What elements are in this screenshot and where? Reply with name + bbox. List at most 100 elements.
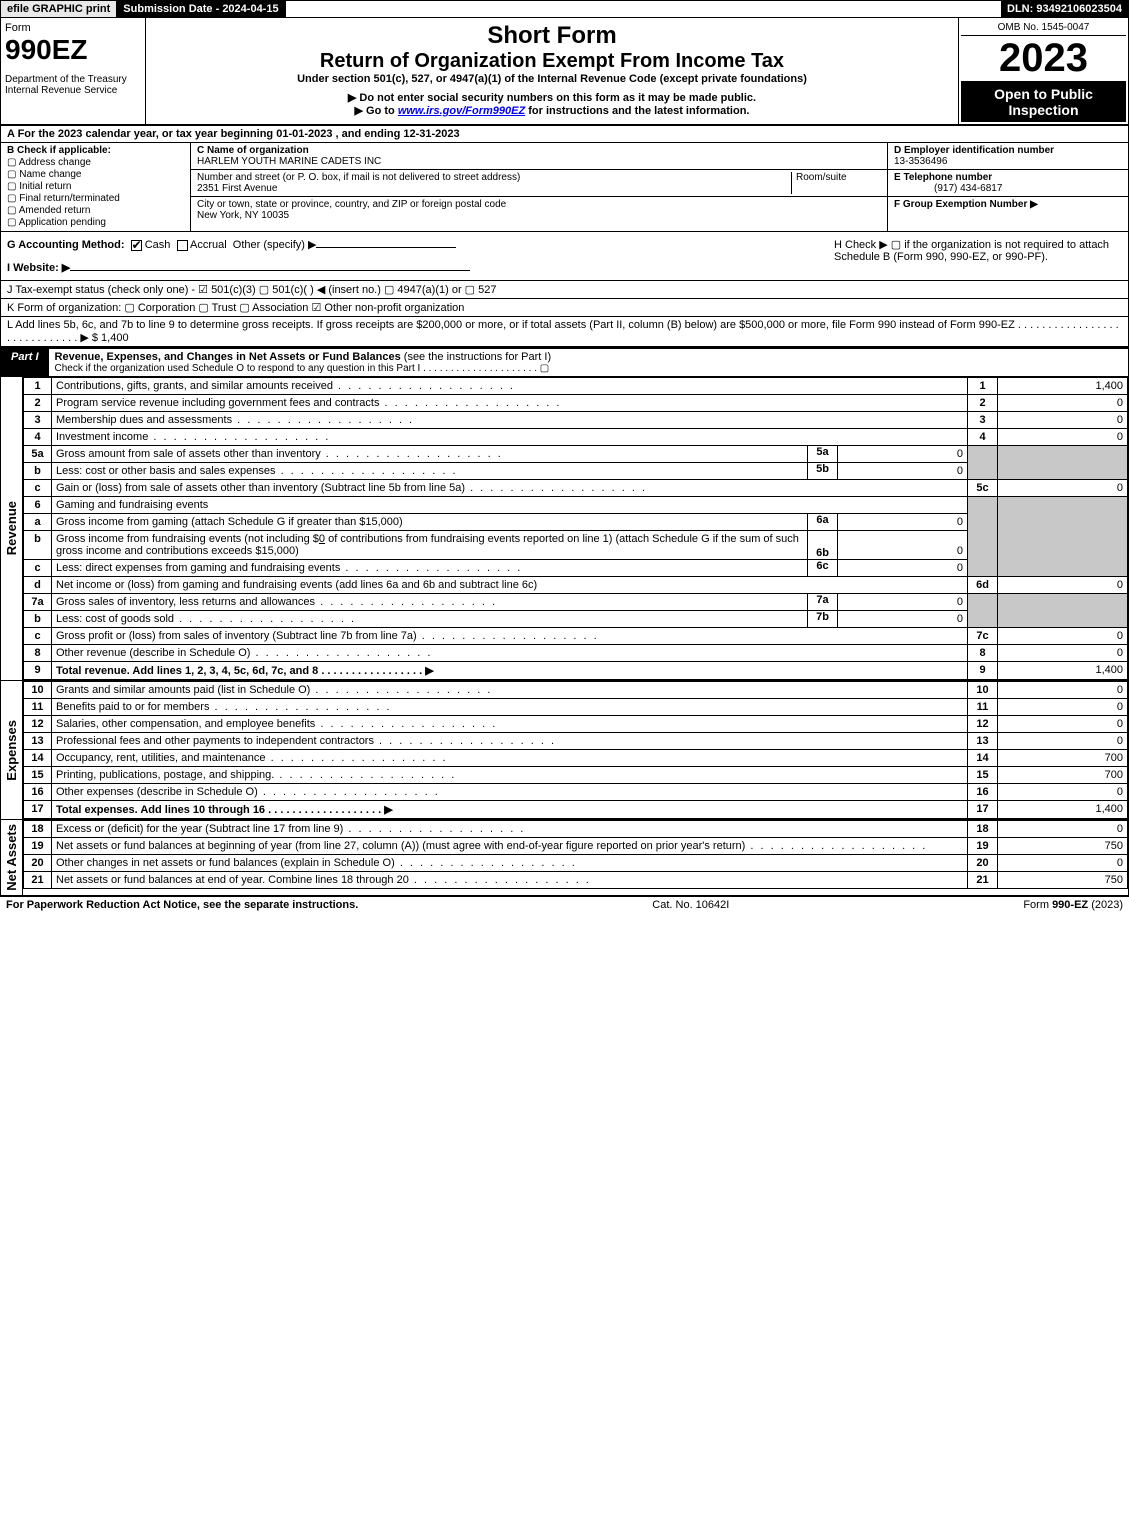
- line-4: 4Investment income40: [24, 429, 1128, 446]
- line-5b: bLess: cost or other basis and sales exp…: [24, 463, 1128, 480]
- chk-address-change[interactable]: ▢ Address change: [7, 157, 184, 168]
- g-cash-check[interactable]: [131, 240, 142, 251]
- footer-left: For Paperwork Reduction Act Notice, see …: [6, 899, 358, 911]
- top-bar: efile GRAPHIC print Submission Date - 20…: [0, 0, 1129, 18]
- tax-year: 2023: [961, 36, 1126, 82]
- expenses-section: Expenses 10Grants and similar amounts pa…: [0, 680, 1129, 819]
- c-name-label: C Name of organization: [197, 145, 309, 156]
- col-def: D Employer identification number 13-3536…: [888, 143, 1128, 231]
- form-header: Form 990EZ Department of the Treasury In…: [0, 18, 1129, 126]
- g-other-line[interactable]: [316, 247, 456, 248]
- line-5a: 5aGross amount from sale of assets other…: [24, 446, 1128, 463]
- expenses-table: 10Grants and similar amounts paid (list …: [23, 681, 1128, 819]
- line-6d: dNet income or (loss) from gaming and fu…: [24, 577, 1128, 594]
- a-begin: 01-01-2023: [276, 128, 332, 140]
- header-mid: Short Form Return of Organization Exempt…: [146, 18, 958, 124]
- chk-initial-return[interactable]: ▢ Initial return: [7, 181, 184, 192]
- netassets-table: 18Excess or (deficit) for the year (Subt…: [23, 820, 1128, 889]
- ghi-left: G Accounting Method: Cash Accrual Other …: [1, 232, 828, 280]
- revenue-vlabel-col: Revenue: [1, 377, 23, 680]
- row-j: J Tax-exempt status (check only one) - ☑…: [0, 281, 1129, 299]
- line-13: 13Professional fees and other payments t…: [24, 733, 1128, 750]
- e-label: E Telephone number: [894, 172, 992, 183]
- subtitle-under: Under section 501(c), 527, or 4947(a)(1)…: [154, 73, 950, 85]
- line-10: 10Grants and similar amounts paid (list …: [24, 682, 1128, 699]
- line-18: 18Excess or (deficit) for the year (Subt…: [24, 821, 1128, 838]
- d-block: D Employer identification number 13-3536…: [888, 143, 1128, 170]
- f-label: F Group Exemption Number ▶: [894, 199, 1038, 210]
- a-end: 12-31-2023: [403, 128, 459, 140]
- revenue-table: 1Contributions, gifts, grants, and simil…: [23, 377, 1128, 680]
- line-7b: bLess: cost of goods sold7b0: [24, 611, 1128, 628]
- line-14: 14Occupancy, rent, utilities, and mainte…: [24, 750, 1128, 767]
- chk-amended-return[interactable]: ▢ Amended return: [7, 205, 184, 216]
- g-other: Other (specify) ▶: [233, 239, 317, 251]
- part1-title-text: Revenue, Expenses, and Changes in Net As…: [55, 351, 401, 363]
- line-11: 11Benefits paid to or for members110: [24, 699, 1128, 716]
- footer-mid: Cat. No. 10642I: [358, 899, 1023, 911]
- f-block: F Group Exemption Number ▶: [888, 197, 1128, 212]
- part1-header: Part I Revenue, Expenses, and Changes in…: [0, 347, 1129, 377]
- block-bcdef: B Check if applicable: ▢ Address change …: [0, 143, 1129, 232]
- form-word: Form: [5, 22, 141, 34]
- expenses-vlabel-col: Expenses: [1, 681, 23, 819]
- open-public: Open to Public Inspection: [961, 82, 1126, 122]
- goto-note: ▶ Go to www.irs.gov/Form990EZ for instru…: [154, 104, 950, 117]
- line-9: 9Total revenue. Add lines 1, 2, 3, 4, 5c…: [24, 662, 1128, 680]
- part1-title-sub: (see the instructions for Part I): [404, 351, 551, 363]
- g-accrual: Accrual: [190, 239, 227, 251]
- line-2: 2Program service revenue including gover…: [24, 395, 1128, 412]
- line-6a: aGross income from gaming (attach Schedu…: [24, 514, 1128, 531]
- line-15: 15Printing, publications, postage, and s…: [24, 767, 1128, 784]
- line-3: 3Membership dues and assessments30: [24, 412, 1128, 429]
- omb-number: OMB No. 1545-0047: [961, 20, 1126, 36]
- a-mid: , and ending: [332, 128, 403, 140]
- k-text: K Form of organization: ▢ Corporation ▢ …: [7, 302, 464, 314]
- line-6c: cLess: direct expenses from gaming and f…: [24, 560, 1128, 577]
- row-ghi: G Accounting Method: Cash Accrual Other …: [0, 232, 1129, 281]
- e-block: E Telephone number (917) 434-6817: [888, 170, 1128, 197]
- i-website-line[interactable]: [70, 270, 470, 271]
- line-17: 17Total expenses. Add lines 10 through 1…: [24, 801, 1128, 819]
- h-block: H Check ▶ ▢ if the organization is not r…: [828, 232, 1128, 280]
- chk-name-change[interactable]: ▢ Name change: [7, 169, 184, 180]
- c-street-label: Number and street (or P. O. box, if mail…: [197, 172, 520, 183]
- col-b: B Check if applicable: ▢ Address change …: [1, 143, 191, 231]
- g-cash: Cash: [145, 239, 171, 251]
- line-19: 19Net assets or fund balances at beginni…: [24, 838, 1128, 855]
- h-text: H Check ▶ ▢ if the organization is not r…: [834, 239, 1109, 263]
- revenue-vlabel: Revenue: [2, 497, 21, 559]
- efile-print[interactable]: efile GRAPHIC print: [1, 1, 117, 17]
- part1-check: Check if the organization used Schedule …: [55, 363, 1122, 374]
- d-val: 13-3536496: [894, 156, 947, 167]
- expenses-vlabel: Expenses: [2, 716, 21, 785]
- dln: DLN: 93492106023504: [1001, 1, 1128, 17]
- j-text: J Tax-exempt status (check only one) - ☑…: [7, 284, 496, 296]
- form-number: 990EZ: [5, 34, 141, 66]
- e-val: (917) 434-6817: [894, 183, 1002, 194]
- col-c: C Name of organization HARLEM YOUTH MARI…: [191, 143, 888, 231]
- c-street: 2351 First Avenue: [197, 183, 277, 194]
- chk-application-pending[interactable]: ▢ Application pending: [7, 217, 184, 228]
- netassets-vlabel: Net Assets: [2, 820, 21, 895]
- title-return: Return of Organization Exempt From Incom…: [154, 50, 950, 73]
- c-name: HARLEM YOUTH MARINE CADETS INC: [197, 156, 381, 167]
- revenue-section: Revenue 1Contributions, gifts, grants, a…: [0, 377, 1129, 680]
- b-label: B Check if applicable:: [7, 145, 184, 156]
- c-city-label: City or town, state or province, country…: [197, 199, 506, 210]
- netassets-section: Net Assets 18Excess or (deficit) for the…: [0, 819, 1129, 896]
- line-1: 1Contributions, gifts, grants, and simil…: [24, 378, 1128, 395]
- submission-date: Submission Date - 2024-04-15: [117, 1, 285, 17]
- c-room-label: Room/suite: [796, 172, 847, 183]
- chk-final-return[interactable]: ▢ Final return/terminated: [7, 193, 184, 204]
- footer: For Paperwork Reduction Act Notice, see …: [0, 896, 1129, 913]
- header-right: OMB No. 1545-0047 2023 Open to Public In…: [958, 18, 1128, 124]
- line-12: 12Salaries, other compensation, and empl…: [24, 716, 1128, 733]
- g-accrual-check[interactable]: [177, 240, 188, 251]
- line-20: 20Other changes in net assets or fund ba…: [24, 855, 1128, 872]
- line-8: 8Other revenue (describe in Schedule O)8…: [24, 645, 1128, 662]
- goto-link[interactable]: www.irs.gov/Form990EZ: [398, 105, 525, 117]
- footer-right: Form 990-EZ (2023): [1023, 899, 1123, 911]
- line-7a: 7aGross sales of inventory, less returns…: [24, 594, 1128, 611]
- line-16: 16Other expenses (describe in Schedule O…: [24, 784, 1128, 801]
